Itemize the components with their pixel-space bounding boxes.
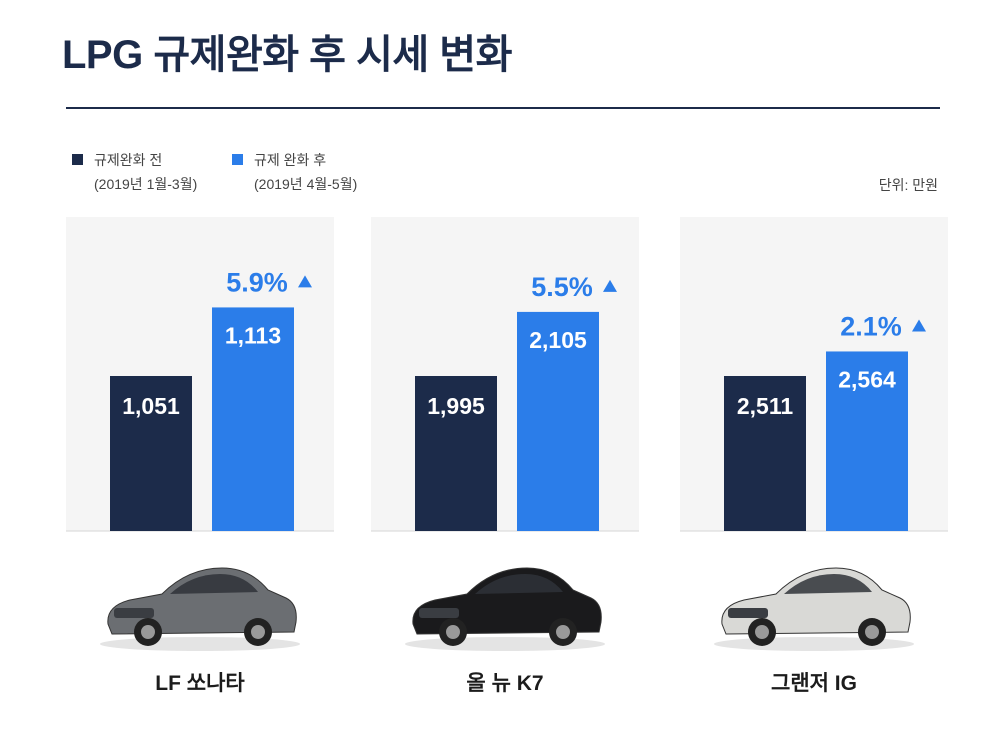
category-label: LF 쏘나타 [155,672,245,695]
sedan-black-car-image [405,567,605,651]
bar-value-label-before: 1,995 [427,393,485,419]
category-label: 올 뉴 K7 [466,672,543,695]
legend-swatch-after [232,154,243,165]
bar-after [212,307,294,531]
change-percent-label: 2.1% [840,311,902,341]
up-triangle-icon [603,279,617,292]
car-window [475,574,563,594]
car-window [784,574,872,594]
car-hub-rear [556,625,570,639]
up-triangle-icon [912,319,926,332]
legend-period-before: (2019년 1월-3월) [94,176,198,192]
car-hub-rear [251,625,265,639]
car-grille [114,608,154,618]
car-hub-front [755,625,769,639]
legend-swatch-before [72,154,83,165]
bar-value-label-after: 2,105 [529,327,587,353]
legend-period-after: (2019년 4월-5월) [254,176,358,192]
car-grille [728,608,768,618]
car-hub-front [141,625,155,639]
bar-before [724,376,806,531]
change-percent-label: 5.5% [531,272,593,302]
bar-value-label-before: 1,051 [122,393,180,419]
bar-after [826,351,908,531]
legend-label-after: 규제 완화 후 [254,152,327,168]
sedan-gray-car-image [100,567,300,651]
bar-value-label-after: 2,564 [838,366,896,392]
car-hub-front [446,625,460,639]
title-divider [66,107,940,109]
bar-before [415,376,497,531]
category-label: 그랜저 IG [771,672,857,695]
sedan-silver-car-image [714,567,914,651]
page-title: LPG 규제완화 후 시세 변화 [62,33,512,77]
change-percent-label: 5.9% [226,267,288,297]
bar-before [110,376,192,531]
car-grille [419,608,459,618]
unit-label: 단위: 만원 [878,177,938,193]
car-window [170,574,258,594]
bar-value-label-after: 1,113 [225,322,281,348]
bar-after [517,311,599,531]
bar-value-label-before: 2,511 [737,393,793,419]
up-triangle-icon [298,275,312,288]
legend-label-before: 규제완화 전 [94,152,163,168]
car-hub-rear [865,625,879,639]
